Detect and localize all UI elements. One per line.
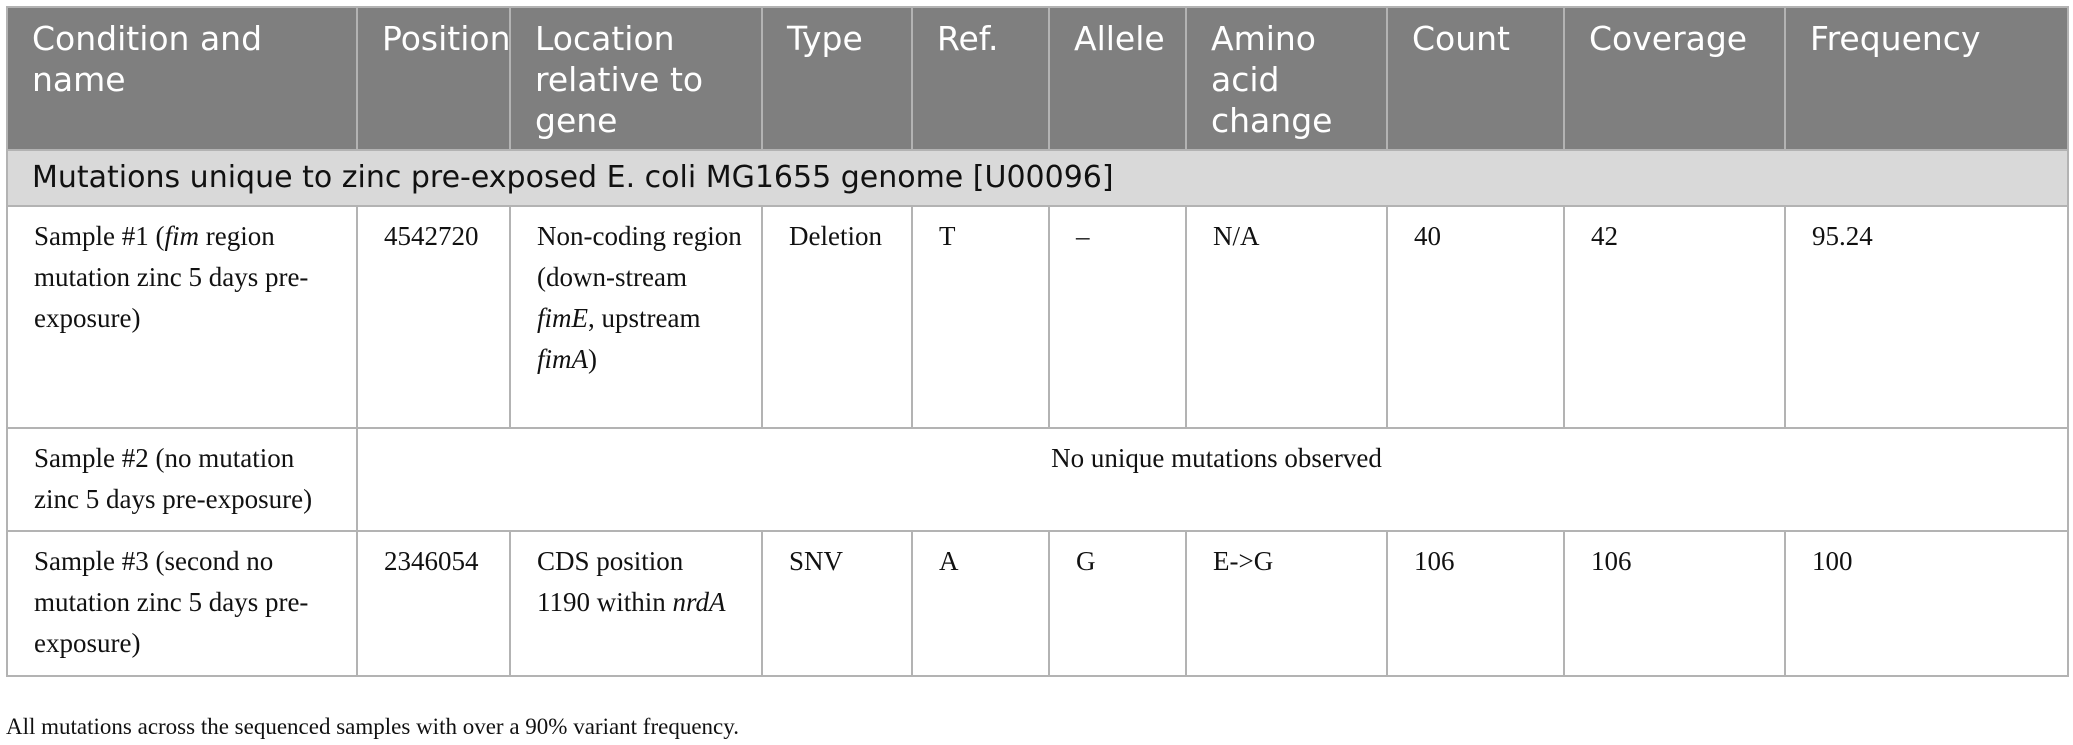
section-row: Mutations unique to zinc pre-exposed E. … <box>6 149 2069 207</box>
column-header-type: Type <box>761 6 913 151</box>
cell-no-mutations-note: No unique mutations observed <box>356 427 2069 532</box>
cell-type: Deletion <box>761 205 913 429</box>
table-caption: All mutations across the sequenced sampl… <box>6 714 740 739</box>
column-header-position: Position <box>356 6 511 151</box>
cell-position: 2346054 <box>356 530 511 677</box>
column-header-amino-acid-change: Amino acid change <box>1185 6 1388 151</box>
cell-condition: Sample #1 (fim region mutation zinc 5 da… <box>6 205 358 429</box>
cell-position: 4542720 <box>356 205 511 429</box>
table-row: Sample #2 (no mutation zinc 5 days pre-e… <box>6 427 2069 532</box>
column-header-coverage: Coverage <box>1563 6 1786 151</box>
cell-frequency: 95.24 <box>1784 205 2069 429</box>
cell-location: CDS position 1190 within nrdA <box>509 530 763 677</box>
gene-name: nrdA <box>672 587 726 617</box>
cell-condition: Sample #3 (second no mutation zinc 5 day… <box>6 530 358 677</box>
column-header-allele: Allele <box>1048 6 1187 151</box>
cell-condition: Sample #2 (no mutation zinc 5 days pre-e… <box>6 427 358 532</box>
gene-name: fimA <box>537 344 588 374</box>
cell-count: 106 <box>1386 530 1565 677</box>
cell-location: Non-coding region (down-stream fimE, ups… <box>509 205 763 429</box>
cell-frequency: 100 <box>1784 530 2069 677</box>
gene-name: fimE <box>537 303 588 333</box>
table-container: Condition and name Position Location rel… <box>6 6 2069 677</box>
cell-ref: A <box>911 530 1050 677</box>
gene-name: fim <box>164 221 199 251</box>
section-title: Mutations unique to zinc pre-exposed E. … <box>6 149 2069 207</box>
cell-ref: T <box>911 205 1050 429</box>
cell-allele: G <box>1048 530 1187 677</box>
cell-amino-acid-change: E->G <box>1185 530 1388 677</box>
cell-coverage: 42 <box>1563 205 1786 429</box>
header-row: Condition and name Position Location rel… <box>6 6 2069 151</box>
cell-type: SNV <box>761 530 913 677</box>
table-row: Sample #3 (second no mutation zinc 5 day… <box>6 530 2069 677</box>
column-header-count: Count <box>1386 6 1565 151</box>
table-row: Sample #1 (fim region mutation zinc 5 da… <box>6 205 2069 429</box>
cell-amino-acid-change: N/A <box>1185 205 1388 429</box>
cell-count: 40 <box>1386 205 1565 429</box>
cell-coverage: 106 <box>1563 530 1786 677</box>
cell-allele: – <box>1048 205 1187 429</box>
column-header-condition: Condition and name <box>6 6 358 151</box>
column-header-location: Location relative to gene <box>509 6 763 151</box>
mutations-table: Condition and name Position Location rel… <box>6 6 2069 677</box>
column-header-frequency: Frequency <box>1784 6 2069 151</box>
column-header-ref: Ref. <box>911 6 1050 151</box>
